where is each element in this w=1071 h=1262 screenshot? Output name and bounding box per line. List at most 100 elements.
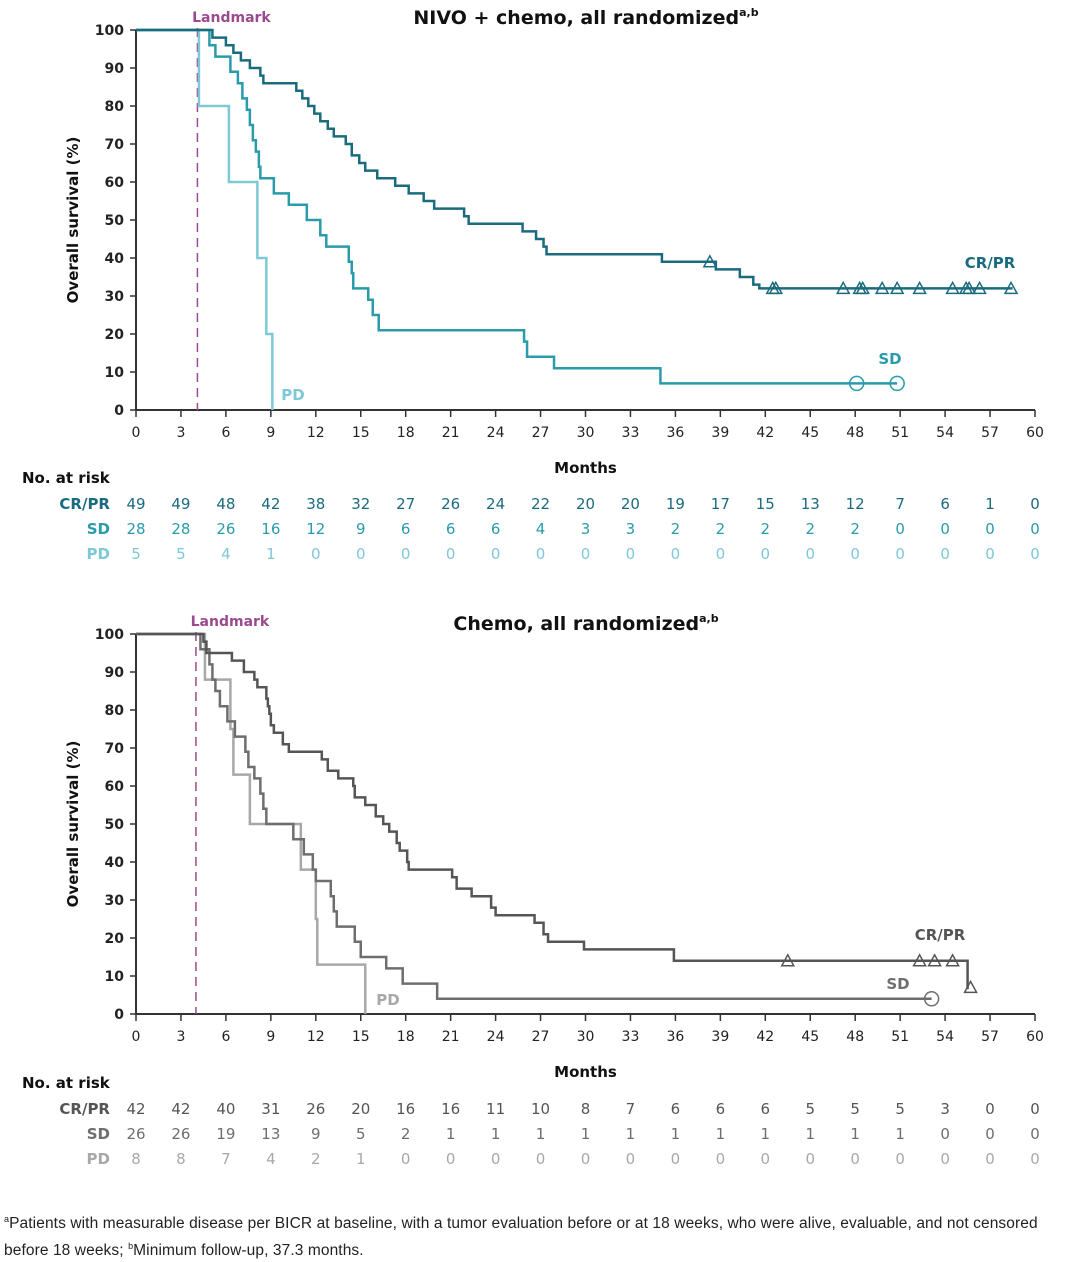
x-tick-label: 60	[1026, 1029, 1044, 1045]
risk-value: 22	[531, 495, 550, 513]
censor-mark	[1003, 280, 1019, 295]
risk-value: 6	[716, 1100, 726, 1118]
risk-value: 32	[351, 495, 370, 513]
risk-value: 2	[805, 520, 815, 538]
panel-chemo: Chemo, all randomizeda,b0102030405060708…	[22, 612, 1044, 1168]
x-tick-label: 27	[532, 425, 550, 441]
landmark-label: Landmark	[192, 10, 271, 26]
x-tick-label: 21	[442, 1029, 460, 1045]
x-tick-label: 48	[846, 425, 864, 441]
x-tick-label: 42	[756, 425, 774, 441]
censor-mark	[889, 375, 905, 392]
x-tick-label: 12	[307, 425, 325, 441]
risk-value: 16	[261, 520, 280, 538]
risk-value: 48	[216, 495, 235, 513]
x-tick-label: 45	[801, 1029, 819, 1045]
x-tick-label: 24	[487, 1029, 505, 1045]
footnote-a-text: Patients with measurable disease per BIC…	[4, 1215, 1038, 1259]
risk-value: 20	[576, 495, 595, 513]
y-tick-label: 50	[105, 817, 125, 833]
risk-value: 17	[711, 495, 730, 513]
risk-value: 0	[895, 1150, 905, 1168]
risk-value: 0	[626, 545, 636, 563]
km-curve-crpr	[136, 28, 1013, 290]
risk-value: 6	[446, 520, 456, 538]
y-tick-label: 0	[114, 403, 124, 419]
risk-value: 1	[356, 1150, 366, 1168]
risk-value: 49	[171, 495, 190, 513]
x-tick-label: 36	[666, 425, 684, 441]
risk-value: 49	[126, 495, 145, 513]
risk-value: 40	[216, 1100, 235, 1118]
y-tick-label: 10	[105, 969, 125, 985]
risk-value: 0	[940, 1125, 950, 1143]
y-axis-label: Overall survival (%)	[64, 137, 82, 304]
risk-row-label: CR/PR	[59, 1100, 110, 1118]
risk-value: 0	[491, 1150, 501, 1168]
y-tick-label: 30	[105, 289, 125, 305]
censor-mark	[780, 953, 796, 967]
x-tick-label: 30	[577, 425, 595, 441]
panel-nivo-chemo: NIVO + chemo, all randomizeda,b010203040…	[22, 6, 1044, 563]
x-tick-label: 0	[132, 425, 141, 441]
y-tick-label: 90	[105, 665, 125, 681]
risk-value: 1	[266, 545, 276, 563]
x-tick-label: 57	[981, 425, 999, 441]
risk-value: 0	[581, 545, 591, 563]
x-tick-label: 39	[711, 425, 729, 441]
risk-value: 8	[131, 1150, 141, 1168]
footnote-b-text: Minimum follow-up, 37.3 months.	[133, 1242, 364, 1259]
risk-value: 6	[940, 495, 950, 513]
risk-table-title: No. at risk	[22, 1074, 111, 1092]
x-tick-label: 51	[891, 425, 909, 441]
risk-value: 31	[261, 1100, 280, 1118]
km-curve-sd	[136, 632, 932, 1001]
risk-value: 5	[895, 1100, 905, 1118]
risk-value: 0	[356, 545, 366, 563]
risk-value: 7	[626, 1100, 636, 1118]
risk-value: 4	[221, 545, 231, 563]
risk-value: 19	[216, 1125, 235, 1143]
risk-value: 12	[846, 495, 865, 513]
censor-mark	[912, 953, 927, 967]
risk-value: 42	[261, 495, 280, 513]
risk-value: 3	[581, 520, 591, 538]
censor-mark	[972, 280, 987, 295]
risk-value: 0	[985, 1125, 995, 1143]
risk-value: 0	[985, 1150, 995, 1168]
censor-mark	[702, 254, 718, 268]
risk-value: 26	[306, 1100, 325, 1118]
risk-value: 4	[266, 1150, 276, 1168]
risk-value: 5	[356, 1125, 366, 1143]
x-tick-label: 0	[132, 1029, 141, 1045]
risk-value: 0	[1030, 520, 1040, 538]
risk-value: 1	[805, 1125, 815, 1143]
risk-row-label: PD	[87, 1150, 110, 1168]
x-tick-label: 30	[577, 1029, 595, 1045]
risk-value: 0	[581, 1150, 591, 1168]
risk-value: 0	[985, 545, 995, 563]
risk-value: 0	[671, 545, 681, 563]
censor-mark	[923, 991, 940, 1007]
risk-value: 3	[940, 1100, 950, 1118]
risk-value: 5	[850, 1100, 860, 1118]
risk-value: 26	[171, 1125, 190, 1143]
censor-mark	[768, 280, 784, 295]
x-tick-label: 60	[1026, 425, 1044, 441]
risk-value: 0	[446, 545, 456, 563]
risk-value: 0	[761, 545, 771, 563]
risk-value: 28	[171, 520, 190, 538]
risk-value: 6	[491, 520, 501, 538]
risk-value: 2	[671, 520, 681, 538]
km-curve-pd	[136, 632, 367, 1014]
risk-value: 6	[671, 1100, 681, 1118]
y-tick-label: 60	[105, 779, 125, 795]
y-tick-label: 70	[105, 741, 125, 757]
x-tick-label: 45	[801, 425, 819, 441]
risk-value: 6	[401, 520, 411, 538]
risk-value: 0	[1030, 495, 1040, 513]
risk-value: 13	[261, 1125, 280, 1143]
risk-value: 27	[396, 495, 415, 513]
curve-label-crpr: CR/PR	[915, 926, 966, 944]
footnote-b-marker: b	[128, 1241, 134, 1251]
